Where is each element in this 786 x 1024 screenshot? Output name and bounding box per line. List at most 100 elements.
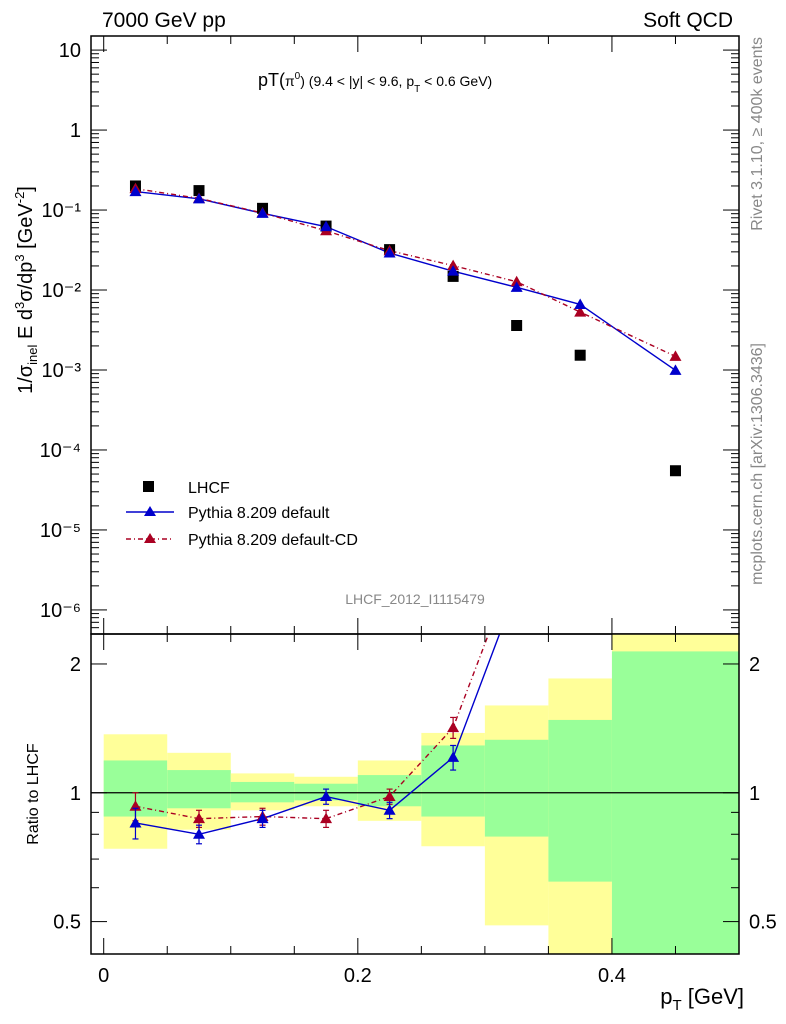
data-point-cd bbox=[574, 306, 587, 317]
data-point-cd bbox=[510, 275, 523, 287]
ratio-point-cd bbox=[320, 812, 333, 824]
ratio-line-cd bbox=[135, 634, 490, 820]
y-tick-label: 10⁻⁵ bbox=[40, 520, 81, 542]
ratio-point-default bbox=[383, 804, 396, 815]
data-point-default bbox=[256, 207, 269, 218]
ratio-point-default bbox=[574, 516, 586, 527]
series-line-cd bbox=[135, 187, 676, 358]
y-tick-label: 10⁻² bbox=[42, 280, 82, 302]
ylabel-sup3a: 3 bbox=[12, 302, 27, 309]
title-range-end: < 0.6 GeV) bbox=[420, 73, 492, 89]
ylabel-part1: 1/σ bbox=[15, 364, 37, 394]
ratio-point-default bbox=[193, 828, 205, 839]
ylabel-sup3b: 3 bbox=[12, 254, 27, 261]
y-tick-label: 10⁻³ bbox=[42, 360, 82, 382]
ratio-point-default bbox=[256, 812, 269, 824]
ratio-panel-frame bbox=[90, 633, 740, 955]
main-panel: 10⁻⁶ 10⁻⁵ 10⁻⁴ 10⁻³ 10⁻² 10⁻¹ 1 10 pT(π0) (9.4 … bbox=[12, 35, 740, 635]
ratio-y-tick-label-right: 0.5 bbox=[749, 912, 777, 934]
header-right-label: Soft QCD bbox=[643, 9, 733, 32]
title-pt: pT( bbox=[258, 70, 285, 90]
ylabel-inel-sub: inel bbox=[25, 344, 40, 364]
ratio-point-cd bbox=[511, 554, 523, 565]
uncertainty-band-inner bbox=[611, 651, 739, 954]
ratio-point-cd bbox=[383, 790, 396, 802]
ratio-y-tick-label-left: 1 bbox=[70, 783, 81, 805]
legend: LHCF Pythia 8.209 default Pythia 8.209 d… bbox=[126, 480, 358, 549]
title-t-sub: T bbox=[414, 84, 420, 95]
ratio-point-cd bbox=[193, 812, 205, 824]
main-panel-axes: 10⁻⁶ 10⁻⁵ 10⁻⁴ 10⁻³ 10⁻² 10⁻¹ 1 10 bbox=[40, 36, 740, 635]
data-point-default bbox=[574, 298, 587, 309]
xlabel-unit: [GeV] bbox=[682, 984, 744, 1009]
legend-lhcf-label: LHCF bbox=[188, 480, 230, 497]
ratio-point-default bbox=[129, 816, 142, 828]
title-range: ) (9.4 < |y| < 9.6, p bbox=[300, 73, 414, 89]
legend-cd-marker bbox=[144, 533, 156, 543]
data-point-cd bbox=[669, 350, 682, 361]
ratio-panel-content bbox=[91, 516, 739, 954]
y-tick-label: 10⁻⁴ bbox=[40, 440, 81, 462]
uncertainty-band-inner bbox=[548, 719, 612, 882]
ratio-panel-axes: 0 0.2 0.4 0.5 0.5 1 1 2 2 bbox=[53, 634, 777, 987]
title-pi: π bbox=[285, 73, 295, 89]
y-tick-label: 10⁻¹ bbox=[42, 200, 82, 222]
ylabel-part4: [GeV bbox=[15, 203, 37, 255]
data-point-lhcf bbox=[447, 270, 459, 282]
ratio-point-default bbox=[511, 583, 523, 594]
data-point-lhcf bbox=[669, 465, 681, 477]
data-point-cd bbox=[447, 259, 460, 271]
ratio-y-tick-label-right: 1 bbox=[749, 783, 760, 805]
uncertainty-band-inner bbox=[167, 770, 231, 809]
ratio-point-cd bbox=[447, 721, 460, 733]
data-point-default bbox=[383, 247, 396, 258]
series-line-default bbox=[135, 190, 676, 371]
legend-default-label: Pythia 8.209 default bbox=[188, 505, 330, 522]
data-point-default bbox=[129, 185, 142, 197]
ratio-y-tick-label-right: 2 bbox=[749, 654, 760, 676]
ratio-point-default bbox=[320, 790, 333, 802]
y-tick-label: 10 bbox=[59, 40, 81, 62]
ratio-panel: 0 0.2 0.4 0.5 0.5 1 1 2 2 Ratio to LHCF pT [GeV] bbox=[25, 516, 777, 1014]
data-point-lhcf bbox=[193, 185, 205, 197]
ratio-point-default bbox=[447, 751, 460, 762]
main-panel-content bbox=[129, 180, 682, 477]
side-rivet-label: Rivet 3.1.10, ≥ 400k events bbox=[749, 37, 766, 231]
x-tick-label: 0.4 bbox=[598, 965, 626, 987]
xlabel-t-sub: T bbox=[672, 997, 681, 1014]
uncertainty-band-inner bbox=[484, 739, 549, 837]
legend-cd-label: Pythia 8.209 default-CD bbox=[188, 532, 358, 549]
ylabel-part5: ] bbox=[15, 186, 37, 192]
data-point-default bbox=[669, 364, 682, 375]
header-left-label: 7000 GeV pp bbox=[102, 9, 226, 32]
data-point-default bbox=[447, 265, 460, 276]
analysis-id-label: LHCF_2012_I1115479 bbox=[345, 591, 485, 607]
uncertainty-band-inner bbox=[230, 781, 295, 803]
x-tick-label: 0 bbox=[98, 965, 109, 987]
ylabel-part3: σ/dp bbox=[15, 262, 37, 302]
data-point-default bbox=[510, 281, 523, 292]
main-y-axis-label: 1/σinel E d3σ/dp3 [GeV-2] bbox=[12, 186, 40, 394]
xlabel-p: p bbox=[660, 984, 672, 1009]
ratio-y-tick-label-left: 2 bbox=[70, 654, 81, 676]
data-point-lhcf bbox=[511, 320, 523, 332]
ratio-y-tick-label-left: 0.5 bbox=[53, 912, 81, 934]
legend-lhcf-marker bbox=[143, 481, 154, 492]
ratio-line-default bbox=[135, 634, 501, 835]
ylabel-part2: E d bbox=[15, 309, 37, 345]
y-tick-label: 1 bbox=[70, 120, 81, 142]
data-point-lhcf bbox=[574, 349, 586, 361]
data-point-default bbox=[193, 192, 205, 204]
side-mcplots-label: mcplots.cern.ch [arXiv:1306.3436] bbox=[749, 343, 766, 585]
ratio-point-cd bbox=[574, 554, 586, 565]
x-tick-label: 0.2 bbox=[344, 965, 372, 987]
data-point-default bbox=[320, 220, 333, 232]
title-pi-sup: 0 bbox=[295, 71, 301, 82]
ratio-y-axis-label: Ratio to LHCF bbox=[25, 743, 42, 845]
ylabel-sup-neg2: -2 bbox=[12, 192, 27, 204]
x-axis-label: pT [GeV] bbox=[660, 984, 744, 1014]
y-tick-label: 10⁻⁶ bbox=[40, 600, 81, 622]
legend-default-marker bbox=[144, 506, 156, 516]
main-panel-title: pT(π0) (9.4 < |y| < 9.6, pT < 0.6 GeV) bbox=[258, 70, 492, 95]
